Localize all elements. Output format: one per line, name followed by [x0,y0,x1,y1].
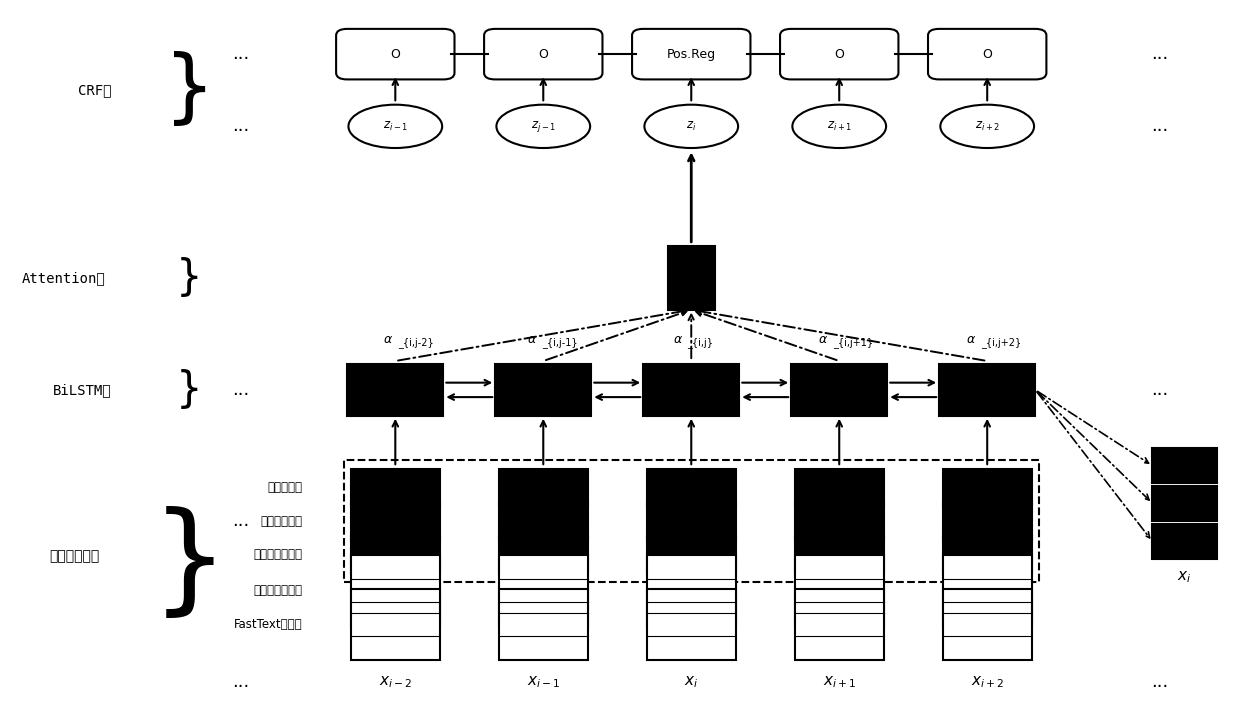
FancyBboxPatch shape [939,364,1035,416]
FancyBboxPatch shape [351,555,440,626]
FancyBboxPatch shape [347,364,444,416]
Text: $\alpha$: $\alpha$ [383,333,393,346]
Text: $x_{i+2}$: $x_{i+2}$ [971,674,1004,690]
FancyBboxPatch shape [351,469,440,506]
Text: $\alpha$: $\alpha$ [527,333,537,346]
Ellipse shape [645,105,738,148]
Ellipse shape [496,105,590,148]
FancyBboxPatch shape [1152,486,1216,521]
FancyBboxPatch shape [942,555,1032,626]
Text: ...: ... [1151,118,1168,135]
FancyBboxPatch shape [942,469,1032,506]
FancyBboxPatch shape [495,364,591,416]
FancyBboxPatch shape [351,589,440,660]
Text: O: O [391,48,401,61]
FancyBboxPatch shape [351,503,440,540]
Text: _{i,j+1}: _{i,j+1} [833,337,873,349]
Text: 分布式映射层: 分布式映射层 [50,549,99,563]
Text: $z_{i+2}$: $z_{i+2}$ [975,120,999,133]
FancyBboxPatch shape [644,364,739,416]
Text: BiLSTM层: BiLSTM层 [53,383,112,397]
Text: $z_i$: $z_i$ [686,120,697,133]
FancyBboxPatch shape [668,246,714,310]
Text: FastText词向量: FastText词向量 [234,618,303,631]
FancyBboxPatch shape [791,364,888,416]
FancyBboxPatch shape [780,29,899,79]
Ellipse shape [940,105,1034,148]
Text: _{i,j-2}: _{i,j-2} [398,337,434,349]
FancyBboxPatch shape [336,29,455,79]
FancyBboxPatch shape [498,469,588,506]
Text: 触发词类型: 触发词类型 [268,481,303,494]
FancyBboxPatch shape [498,503,588,540]
FancyBboxPatch shape [795,536,884,573]
Text: Attention层: Attention层 [22,271,105,285]
Text: $\alpha$: $\alpha$ [966,333,976,346]
FancyBboxPatch shape [351,536,440,573]
FancyBboxPatch shape [647,503,735,540]
FancyBboxPatch shape [632,29,750,79]
FancyBboxPatch shape [795,469,884,506]
Text: }: } [176,369,202,411]
Text: $x_{i+1}$: $x_{i+1}$ [822,674,856,690]
Text: ...: ... [233,674,249,691]
FancyBboxPatch shape [928,29,1047,79]
Text: O: O [982,48,992,61]
Text: _{i,j-1}: _{i,j-1} [542,337,578,349]
FancyBboxPatch shape [942,503,1032,540]
Text: $x_{i-2}$: $x_{i-2}$ [378,674,412,690]
Ellipse shape [792,105,887,148]
FancyBboxPatch shape [647,555,735,626]
Text: CRF层: CRF层 [78,83,112,97]
Text: $x_i$: $x_i$ [684,674,698,690]
FancyBboxPatch shape [498,589,588,660]
Text: }: } [164,51,215,129]
Text: $x_{i-1}$: $x_{i-1}$ [527,674,560,690]
Text: $z_{i+1}$: $z_{i+1}$ [827,120,852,133]
FancyBboxPatch shape [484,29,603,79]
Text: O: O [835,48,844,61]
FancyBboxPatch shape [647,536,735,573]
FancyBboxPatch shape [1152,448,1216,483]
Text: }: } [150,506,228,623]
Text: ...: ... [233,45,249,63]
FancyBboxPatch shape [498,555,588,626]
Text: $z_{j-1}$: $z_{j-1}$ [531,119,556,134]
Text: ...: ... [233,513,249,530]
FancyBboxPatch shape [795,503,884,540]
FancyBboxPatch shape [942,536,1032,573]
FancyBboxPatch shape [795,589,884,660]
FancyBboxPatch shape [498,536,588,573]
Text: $\alpha$: $\alpha$ [818,333,828,346]
Text: }: } [176,257,202,299]
Text: ...: ... [233,381,249,399]
Text: _{i,j+2}: _{i,j+2} [981,337,1022,349]
FancyBboxPatch shape [647,469,735,506]
FancyBboxPatch shape [647,589,735,660]
FancyBboxPatch shape [942,589,1032,660]
Text: ...: ... [1151,381,1168,399]
Text: $z_{i-1}$: $z_{i-1}$ [383,120,408,133]
Ellipse shape [348,105,443,148]
Text: Pos.Reg: Pos.Reg [667,48,715,61]
Text: ...: ... [1151,45,1168,63]
Text: $\alpha$: $\alpha$ [673,333,683,346]
Text: ...: ... [1151,674,1168,691]
FancyBboxPatch shape [1152,524,1216,559]
Text: _{i,j}: _{i,j} [687,337,713,349]
Text: O: O [538,48,548,61]
Text: 当前触发词类型: 当前触发词类型 [254,548,303,561]
Text: 实体类型特征: 实体类型特征 [260,515,303,528]
Text: $x_i$: $x_i$ [1177,570,1192,586]
Text: 字符序列词向量: 字符序列词向量 [254,584,303,597]
Text: ...: ... [233,118,249,135]
FancyBboxPatch shape [795,555,884,626]
